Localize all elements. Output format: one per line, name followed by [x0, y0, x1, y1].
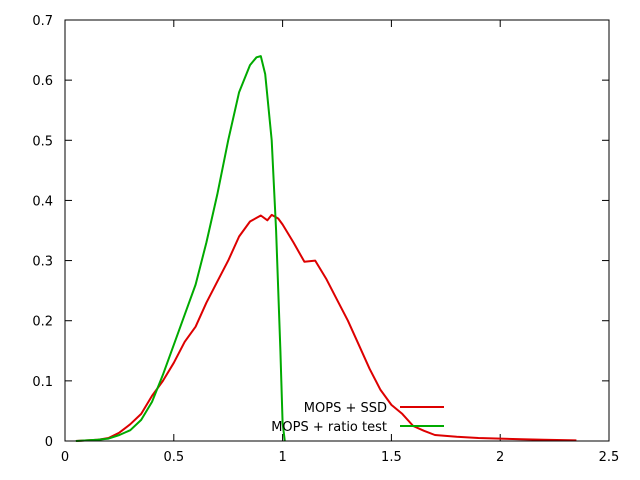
x-tick-label: 2.5	[599, 450, 620, 465]
y-tick-label: 0.1	[32, 375, 53, 390]
legend-label-1: MOPS + SSD	[304, 401, 387, 416]
y-tick-label: 0.7	[32, 14, 53, 29]
legend-label-2: MOPS + ratio test	[271, 420, 387, 435]
series-layer	[75, 55, 577, 442]
series-line-2	[75, 55, 286, 442]
y-tick-label: 0.6	[32, 74, 53, 89]
y-tick-label: 0.3	[32, 255, 53, 270]
x-tick-label: 0.5	[163, 450, 184, 465]
legend: MOPS + SSD MOPS + ratio test	[271, 401, 444, 435]
x-tick-label: 0	[61, 450, 69, 465]
x-tick-label: 1	[278, 450, 286, 465]
tick-layer: 0 0.5 1 1.5 2 2.5 0 0.1 0.2 0.3 0.4 0.5 0.6 0.7	[32, 14, 619, 465]
plot-frame	[64, 19, 610, 442]
y-tick-label: 0.4	[32, 194, 53, 209]
y-tick-label: 0.5	[32, 134, 53, 149]
x-tick-label: 1.5	[381, 450, 402, 465]
x-tick-label: 2	[496, 450, 504, 465]
y-tick-label: 0	[45, 435, 53, 450]
y-tick-label: 0.2	[32, 315, 53, 330]
